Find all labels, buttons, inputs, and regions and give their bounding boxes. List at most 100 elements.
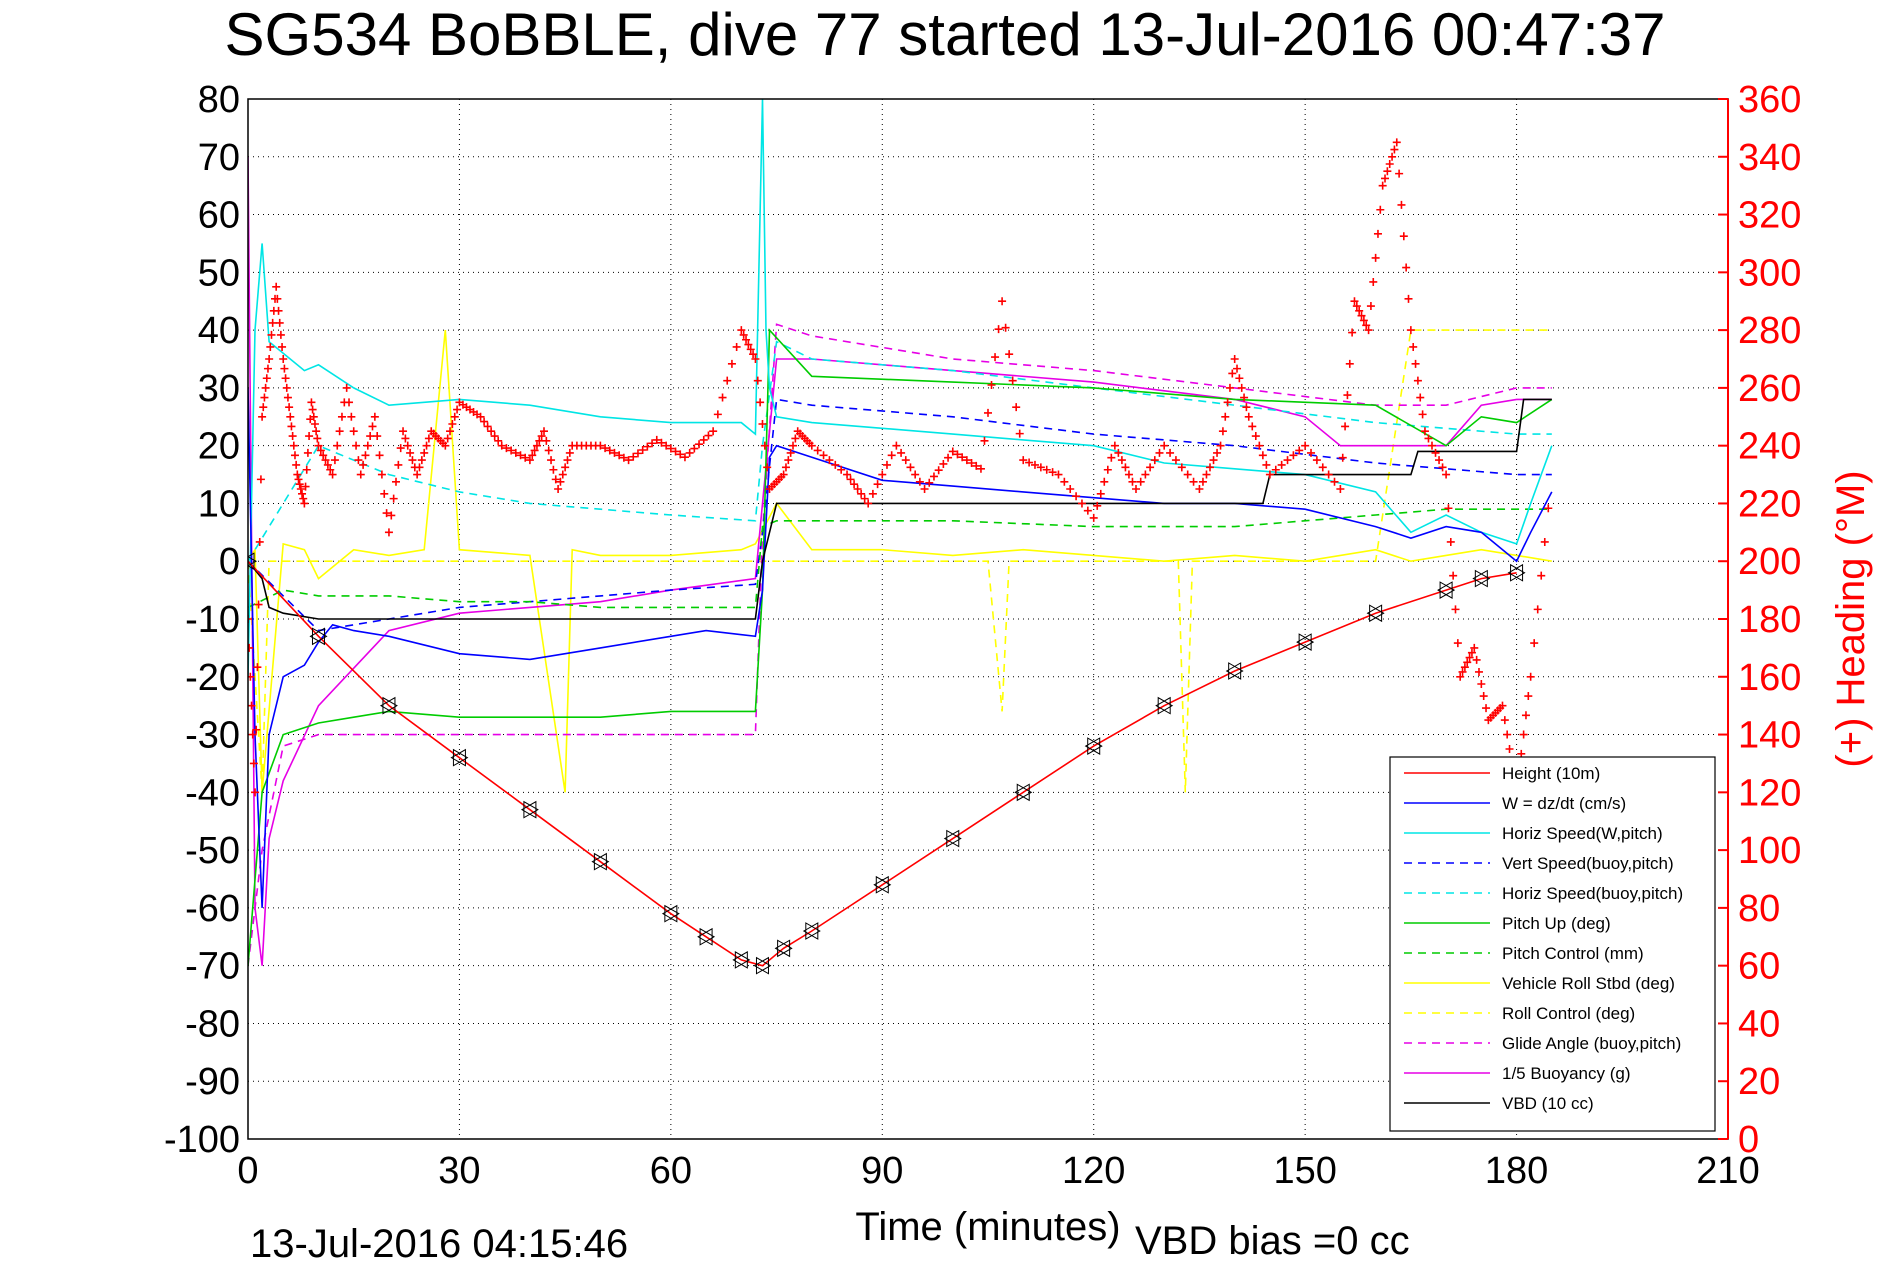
heading-point (532, 441, 541, 450)
y-tick-label: -30 (185, 715, 240, 757)
y2-axis-ticks: 3603403203002802602402202001801601401201… (1718, 79, 1801, 1161)
heading-point (272, 282, 281, 291)
heading-point (615, 451, 624, 460)
heading-point (1350, 297, 1359, 306)
heading-point (1183, 470, 1192, 479)
y-tick-label: -100 (164, 1119, 240, 1161)
heading-point (987, 381, 996, 389)
y-tick-label: -60 (185, 888, 240, 930)
heading-point (347, 412, 356, 421)
heading-point (819, 451, 828, 460)
heading-point (450, 412, 459, 421)
heading-point (252, 725, 261, 734)
heading-point (299, 494, 308, 503)
heading-point (399, 427, 408, 436)
y-tick-label: 60 (198, 195, 240, 237)
height-marker (450, 748, 469, 767)
heading-point (807, 441, 816, 450)
heading-point (1533, 605, 1542, 614)
series-line (248, 328, 1553, 966)
heading-point (633, 449, 642, 458)
heading-point (1124, 470, 1133, 479)
y-tick-label: 70 (198, 137, 240, 179)
heading-point (1240, 393, 1249, 402)
heading-point (476, 412, 485, 421)
heading-point (1453, 639, 1462, 648)
height-marker (1472, 569, 1491, 588)
series-line (248, 387, 1553, 908)
heading-point (283, 393, 292, 402)
heading-point (784, 456, 793, 465)
heading-point (723, 376, 732, 385)
height-marker (379, 696, 398, 715)
heading-point (1524, 692, 1533, 701)
heading-point (1418, 410, 1427, 419)
height-marker (732, 951, 751, 969)
heading-point (295, 480, 304, 489)
heading-point (1406, 326, 1415, 335)
heading-point (302, 465, 311, 474)
y-tick-label: 20 (198, 426, 240, 468)
heading-point (1195, 485, 1204, 493)
heading-point (857, 489, 866, 498)
heading-point (537, 432, 546, 441)
heading-point (1357, 311, 1366, 320)
heading-point (494, 436, 503, 445)
heading-point (312, 427, 321, 436)
heading-point (1008, 376, 1017, 385)
heading-point (1107, 453, 1116, 462)
series-line (248, 329, 1552, 793)
y2-tick-label: 300 (1738, 252, 1801, 294)
heading-point (1467, 648, 1476, 657)
heading-point (307, 398, 316, 407)
y-tick-label: -40 (185, 772, 240, 814)
heading-point (424, 434, 433, 443)
heading-point (1001, 323, 1010, 332)
heading-point (1324, 470, 1333, 479)
heading-point (528, 451, 537, 460)
legend-label: W = dz/dt (cm/s) (1502, 794, 1626, 813)
heading-point (448, 420, 457, 428)
heading-point (882, 460, 891, 469)
height-marker (1437, 581, 1456, 599)
heading-point (558, 470, 567, 479)
heading-point (911, 470, 920, 479)
heading-point (962, 456, 971, 465)
heading-point (786, 448, 795, 457)
heading-point (1213, 448, 1222, 457)
heading-point (749, 350, 758, 359)
heading-point (1054, 470, 1063, 479)
heading-point (1371, 253, 1380, 262)
heading-point (948, 447, 957, 456)
heading-point (1444, 504, 1453, 513)
series-line (248, 323, 1552, 966)
heading-point (1369, 277, 1378, 286)
heading-point (1121, 463, 1130, 472)
heading-point (1465, 653, 1474, 662)
heading-point (502, 444, 511, 453)
heading-point (727, 359, 736, 368)
heading-point (1042, 465, 1051, 474)
y-tick-label: -20 (185, 657, 240, 699)
y2-tick-label: 160 (1738, 657, 1801, 699)
heading-point (739, 330, 748, 339)
heading-point (873, 480, 882, 489)
heading-point (1150, 456, 1159, 465)
heading-point (1110, 441, 1119, 450)
heading-point (846, 475, 855, 484)
heading-point (1420, 427, 1429, 436)
heading-point (563, 456, 572, 465)
y2-tick-label: 140 (1738, 715, 1801, 757)
heading-point (382, 509, 391, 518)
heading-point (934, 466, 943, 475)
heading-point (377, 470, 386, 479)
y2-tick-label: 60 (1738, 946, 1780, 988)
heading-point (1066, 485, 1075, 493)
heading-point (1295, 446, 1304, 455)
heading-point (1521, 711, 1530, 720)
heading-point (342, 383, 351, 392)
heading-point (1132, 485, 1140, 493)
heading-point (267, 330, 276, 339)
heading-point (420, 448, 429, 457)
heading-point (1477, 680, 1486, 688)
